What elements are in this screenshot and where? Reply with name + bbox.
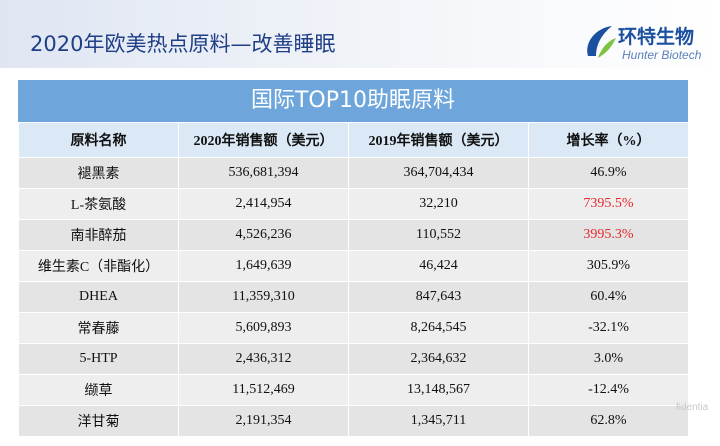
table-cell: 2,414,954: [178, 188, 349, 220]
column-header: 增长率（%）: [528, 122, 689, 158]
table-cell: 110,552: [348, 219, 529, 251]
table-row: 常春藤 5,609,893 8,264,545 -32.1%: [18, 312, 689, 344]
table-row: 南非醉茄 4,526,236 110,552 3995.3%: [18, 219, 689, 251]
table-cell: -12.4%: [528, 374, 689, 406]
table-cell: 2,191,354: [178, 405, 349, 437]
table-cell: L-茶氨酸: [18, 188, 179, 220]
table-cell: -32.1%: [528, 312, 689, 344]
table-cell: 缬草: [18, 374, 179, 406]
table-cell: 8,264,545: [348, 312, 529, 344]
table-cell: 3995.3%: [528, 219, 689, 251]
logo-icon: [587, 26, 616, 58]
header-row: 原料名称 2020年销售额（美元） 2019年销售额（美元） 增长率（%）: [18, 122, 689, 158]
table-cell: 2,364,632: [348, 343, 529, 375]
table-cell: DHEA: [18, 281, 179, 313]
column-header: 2019年销售额（美元）: [348, 122, 529, 158]
table-row: 洋甘菊 2,191,354 1,345,711 62.8%: [18, 405, 689, 437]
table-cell: 5,609,893: [178, 312, 349, 344]
table-cell: 4,526,236: [178, 219, 349, 251]
table-cell: 13,148,567: [348, 374, 529, 406]
table-row: 5-HTP 2,436,312 2,364,632 3.0%: [18, 343, 689, 375]
table-block: 国际TOP10助眠原料 原料名称 2020年销售额（美元） 2019年销售额（美元）…: [18, 80, 689, 437]
table-title: 国际TOP10助眠原料: [18, 80, 688, 122]
table-cell: 5-HTP: [18, 343, 179, 375]
table-cell: 60.4%: [528, 281, 689, 313]
table-cell: 2,436,312: [178, 343, 349, 375]
table-cell: 46.9%: [528, 157, 689, 189]
table-cell: 46,424: [348, 250, 529, 282]
table-cell: 536,681,394: [178, 157, 349, 189]
table-body: 褪黑素 536,681,394 364,704,434 46.9% L-茶氨酸 2,414…: [18, 157, 689, 437]
column-header: 2020年销售额（美元）: [178, 122, 349, 158]
table-cell: 364,704,434: [348, 157, 529, 189]
table-cell: 褪黑素: [18, 157, 179, 189]
table-cell: 3.0%: [528, 343, 689, 375]
table-cell: 洋甘菊: [18, 405, 179, 437]
table-cell: 7395.5%: [528, 188, 689, 220]
table-cell: 32,210: [348, 188, 529, 220]
watermark: fidentia: [676, 402, 709, 413]
table-cell: 62.8%: [528, 405, 689, 437]
table-row: DHEA 11,359,310 847,643 60.4%: [18, 281, 689, 313]
logo-subtext: Hunter Biotech: [622, 48, 702, 62]
table-cell: 1,345,711: [348, 405, 529, 437]
table-row: 缬草 11,512,469 13,148,567 -12.4%: [18, 374, 689, 406]
table-cell: 维生素C（非酯化）: [18, 250, 179, 282]
table: 原料名称 2020年销售额（美元） 2019年销售额（美元） 增长率（%） 褪黑素 53…: [18, 122, 689, 437]
logo-text: 环特生物: [618, 26, 695, 48]
table-row: 褪黑素 536,681,394 364,704,434 46.9%: [18, 157, 689, 189]
table-cell: 305.9%: [528, 250, 689, 282]
table-row: L-茶氨酸 2,414,954 32,210 7395.5%: [18, 188, 689, 220]
table-cell: 南非醉茄: [18, 219, 179, 251]
header: 2020年欧美热点原料—改善睡眠 环特生物 Hunter Biotech: [0, 0, 720, 68]
table-cell: 11,512,469: [178, 374, 349, 406]
column-header: 原料名称: [18, 122, 179, 158]
table-row: 维生素C（非酯化） 1,649,639 46,424 305.9%: [18, 250, 689, 282]
table-cell: 常春藤: [18, 312, 179, 344]
table-cell: 11,359,310: [178, 281, 349, 313]
slide-title: 2020年欧美热点原料—改善睡眠: [30, 32, 336, 56]
table-cell: 847,643: [348, 281, 529, 313]
table-cell: 1,649,639: [178, 250, 349, 282]
